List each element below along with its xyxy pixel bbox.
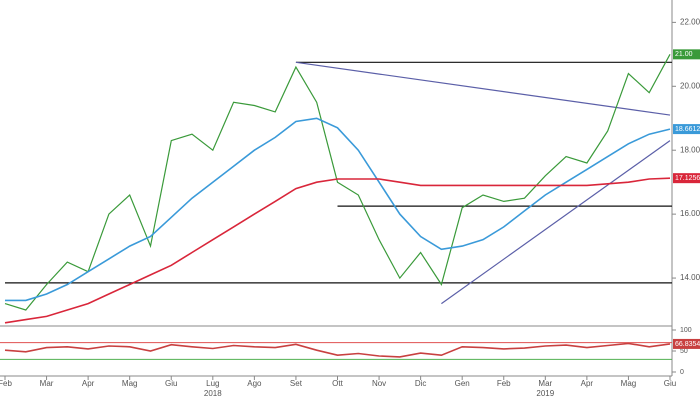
y-tick-label: 50 (680, 348, 688, 355)
x-tick-label: Set (290, 379, 303, 388)
x-tick-label: Giu (165, 379, 177, 388)
year-label: 2019 (536, 389, 554, 398)
x-tick-label: Mag (122, 379, 138, 388)
series-line (4, 54, 671, 311)
value-label-box (673, 124, 700, 135)
x-tick-label: Mag (621, 379, 637, 388)
x-tick-label: Ott (332, 379, 343, 388)
y-tick-label: 20.00 (680, 81, 700, 90)
x-tick-label: Apr (581, 379, 594, 388)
value-label: 17.1256 (675, 175, 700, 182)
y-tick-label: 0 (680, 369, 684, 376)
value-label: 21.00 (675, 51, 693, 58)
series-line (4, 342, 671, 358)
y-tick-label: 100 (680, 327, 692, 334)
trend-line (295, 61, 671, 116)
value-label-box (673, 338, 700, 349)
y-tick-label: 16.00 (680, 209, 700, 218)
x-tick-label: Nov (372, 379, 386, 388)
x-tick-label: Lug (206, 379, 219, 388)
x-tick-label: Giu (664, 379, 676, 388)
year-label: 2018 (204, 389, 222, 398)
value-label: 18.6612 (675, 126, 700, 133)
value-label-box (673, 49, 700, 60)
x-tick-label: Gen (455, 379, 470, 388)
y-tick-label: 18.00 (680, 145, 700, 154)
x-tick-label: Feb (0, 379, 12, 388)
x-tick-label: Apr (82, 379, 95, 388)
x-tick-label: Dic (415, 379, 427, 388)
y-tick-label: 14.00 (680, 273, 700, 282)
y-tick-label: 22.00 (680, 17, 700, 26)
value-label-box (673, 173, 700, 184)
x-tick-label: Feb (497, 379, 511, 388)
x-tick-label: Mar (538, 379, 552, 388)
x-tick-label: Mar (40, 379, 54, 388)
trend-line (441, 140, 671, 305)
series-line (5, 117, 671, 302)
value-label: 66.8354 (675, 341, 700, 348)
series-line (4, 177, 671, 324)
x-tick-label: Ago (247, 379, 262, 388)
